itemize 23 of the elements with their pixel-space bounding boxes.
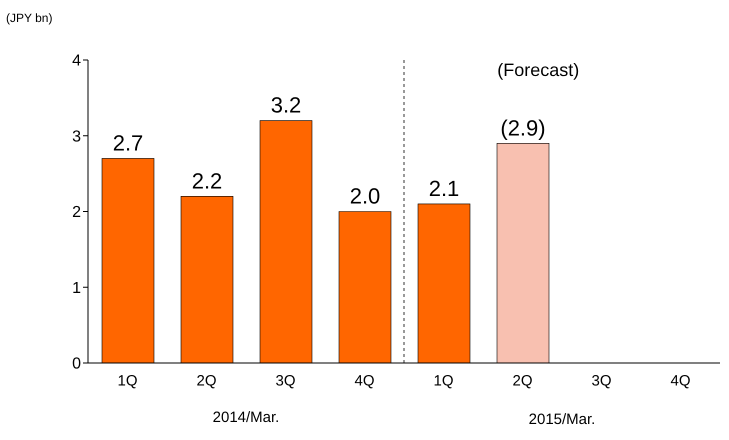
x-tick-label: 4Q xyxy=(670,372,691,390)
y-tick-label: 2 xyxy=(72,204,82,222)
x-tick-label: 1Q xyxy=(117,372,138,390)
y-tick-label: 4 xyxy=(72,52,82,70)
text: 2015/Mar. xyxy=(528,411,596,428)
text: 2014/Mar. xyxy=(212,409,280,426)
y-tick-label: 1 xyxy=(72,280,82,297)
data-label: (2.9) xyxy=(500,115,546,140)
data-label: 2.7 xyxy=(112,130,144,156)
y-tick-label: 0 xyxy=(72,356,82,373)
y-tick-label: 3 xyxy=(72,128,82,146)
x-tick-label: 2Q xyxy=(196,372,217,390)
data-label: 2.1 xyxy=(428,176,460,201)
data-label: 3.2 xyxy=(270,92,302,118)
x-tick-label: 3Q xyxy=(275,372,296,390)
data-label: 2.2 xyxy=(192,168,222,194)
x-tick-label: 1Q xyxy=(433,372,454,390)
y-axis-title: (JPY bn) xyxy=(6,11,52,25)
data-label: 2.0 xyxy=(350,184,380,208)
annotation: (Forecast) xyxy=(497,60,580,80)
x-tick-label: 4Q xyxy=(354,372,375,390)
x-tick-label: 2Q xyxy=(512,372,533,390)
x-tick-label: 3Q xyxy=(591,372,612,390)
